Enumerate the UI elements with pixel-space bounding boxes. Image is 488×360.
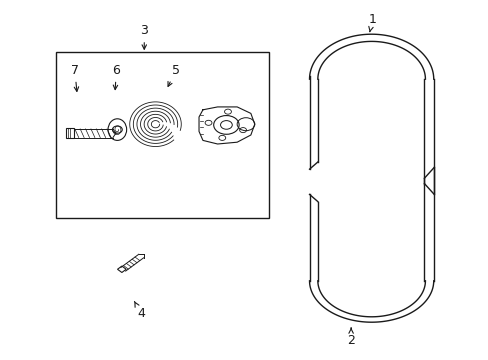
Text: 7: 7 xyxy=(71,64,79,91)
Text: 1: 1 xyxy=(368,13,376,32)
Text: 4: 4 xyxy=(134,301,144,320)
Bar xyxy=(66,128,74,138)
Text: 2: 2 xyxy=(346,328,354,347)
Text: 3: 3 xyxy=(140,24,148,49)
Text: 6: 6 xyxy=(112,64,120,90)
Text: 5: 5 xyxy=(168,64,180,86)
Bar xyxy=(56,52,268,218)
Bar xyxy=(117,266,126,273)
